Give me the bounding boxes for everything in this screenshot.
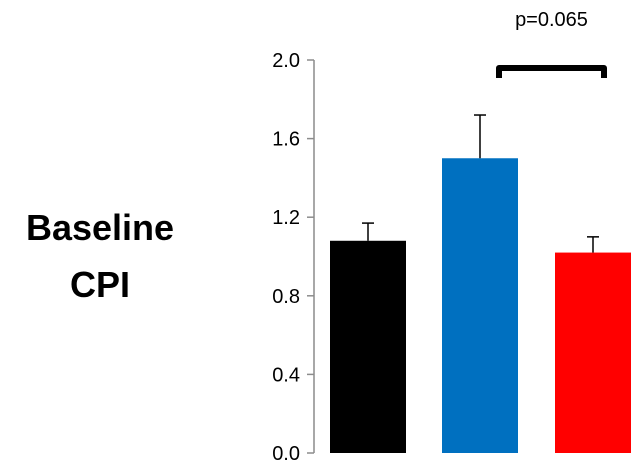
- y-tick-label: 0.4: [272, 364, 300, 386]
- bar: [330, 240, 406, 453]
- y-tick-label: 1.6: [272, 129, 300, 151]
- y-axis-title-line-1: Baseline: [26, 207, 174, 248]
- y-tick-label: 1.2: [272, 207, 300, 229]
- y-axis-title: Baseline CPI: [26, 207, 174, 305]
- y-tick-label: 0.0: [272, 443, 300, 465]
- plot-area: 0.0 0.4 0.8 1.2 1.6 2.0 p=0.065: [272, 9, 631, 465]
- bar: [442, 158, 518, 453]
- y-tick-label: 0.8: [272, 286, 300, 308]
- y-axis-title-line-2: CPI: [70, 264, 130, 305]
- significance-bracket: [496, 65, 607, 78]
- p-value-label: p=0.065: [515, 9, 588, 31]
- bar: [555, 252, 631, 453]
- y-tick-label: 2.0: [272, 50, 300, 72]
